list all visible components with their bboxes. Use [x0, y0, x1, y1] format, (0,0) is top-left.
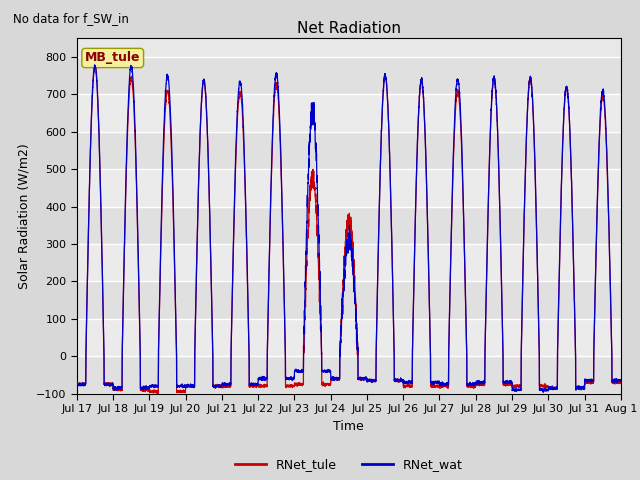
Title: Net Radiation: Net Radiation: [297, 21, 401, 36]
Bar: [77, 244, 621, 281]
Text: MB_tule: MB_tule: [85, 51, 140, 64]
Bar: [77, 57, 621, 95]
Bar: [77, 319, 621, 356]
Bar: [77, 207, 621, 244]
X-axis label: Time: Time: [333, 420, 364, 432]
Text: No data for f_SW_in: No data for f_SW_in: [13, 12, 129, 25]
Y-axis label: Solar Radiation (W/m2): Solar Radiation (W/m2): [17, 143, 31, 289]
Bar: [77, 169, 621, 207]
Legend: RNet_tule, RNet_wat: RNet_tule, RNet_wat: [230, 453, 468, 476]
Bar: [77, 356, 621, 394]
Bar: [77, 132, 621, 169]
Bar: [77, 281, 621, 319]
Bar: [77, 95, 621, 132]
